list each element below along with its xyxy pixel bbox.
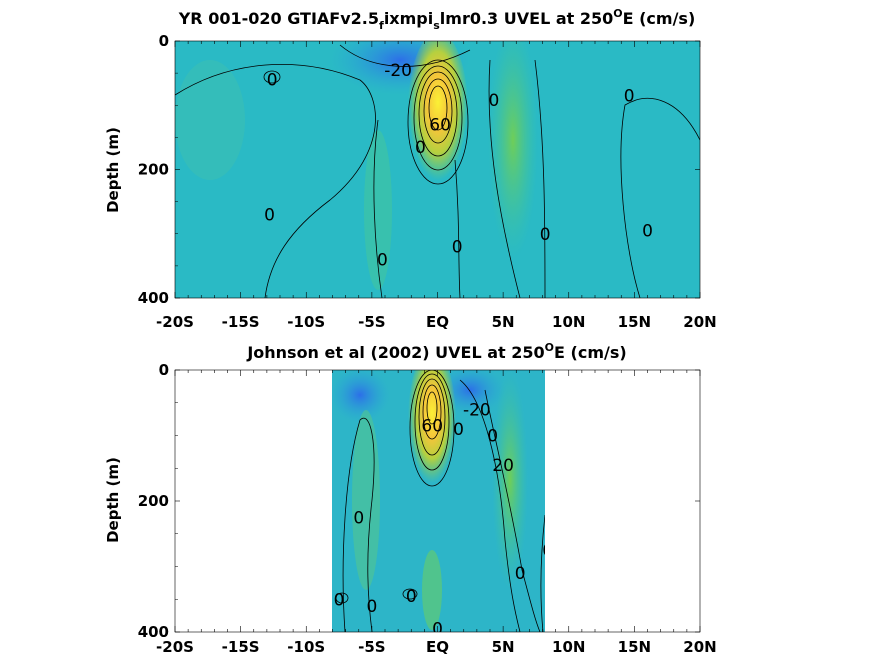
bottom-south-band [352, 410, 380, 590]
x-tick-label: 5N [492, 313, 515, 331]
contour-label: 0 [452, 238, 463, 258]
bottom-deep-band [422, 550, 442, 630]
x-tick-label: -10S [287, 638, 325, 656]
contour-label: 0 [264, 205, 275, 225]
y-tick-label: 400 [138, 289, 169, 307]
contour-label: 0 [406, 587, 417, 607]
y-tick-label: 0 [159, 32, 169, 50]
contour-label: 0 [624, 87, 635, 107]
x-tick-label: 10N [552, 638, 585, 656]
top-title: YR 001-020 GTIAFv2.5fixmpislmr0.3 UVEL a… [178, 7, 696, 32]
contour-label: -20 [463, 400, 491, 420]
bottom-contour-labels: 60-2000200000000 [334, 400, 553, 640]
contour-label: 20 [492, 456, 514, 476]
contour-label: 0 [487, 427, 498, 447]
x-tick-label: EQ [426, 638, 449, 656]
x-tick-label: -15S [222, 638, 260, 656]
contour-label: 0 [353, 508, 364, 528]
contour-label: 0 [642, 222, 653, 242]
y-tick-label: 200 [138, 492, 169, 510]
panel-top: YR 001-020 GTIAFv2.5fixmpislmr0.3 UVEL a… [104, 7, 717, 331]
x-tick-label: -20S [156, 313, 194, 331]
y-tick-label: 0 [159, 361, 169, 379]
bottom-westward-left [332, 370, 390, 423]
contour-label: 60 [421, 417, 443, 437]
x-tick-label: EQ [426, 313, 449, 331]
contour-label: 0 [542, 541, 553, 561]
contour-label: 0 [453, 420, 464, 440]
y-tick-label: 400 [138, 623, 169, 641]
panel-bottom: Johnson et al (2002) UVEL at 250OE (cm/s… [104, 341, 717, 656]
top-south-band [364, 130, 392, 290]
contour-label: 0 [366, 597, 377, 617]
contour-label: 0 [415, 138, 426, 158]
x-tick-label: -5S [358, 638, 385, 656]
top-eastward-band [488, 41, 538, 260]
contour-label: 60 [429, 116, 451, 136]
x-tick-label: 20N [683, 638, 716, 656]
top-y-axis-label: Depth (m) [104, 127, 122, 213]
top-southern-band [175, 60, 245, 180]
bottom-eastward-band [492, 370, 528, 590]
contour-label: 0 [334, 590, 345, 610]
top-ticks: -20S -15S -10S -5S EQ 5N 10N 15N 20N 0 200 400 [138, 32, 717, 331]
x-tick-label: 15N [618, 313, 651, 331]
bottom-field: 60-2000200000000 [332, 370, 553, 640]
contour-label: 0 [540, 225, 551, 245]
x-tick-label: -20S [156, 638, 194, 656]
x-tick-label: -10S [287, 313, 325, 331]
contour-label: 0 [377, 250, 388, 270]
top-contours [175, 44, 700, 298]
bottom-y-axis-label: Depth (m) [104, 457, 122, 543]
contour-label: 0 [515, 564, 526, 584]
x-tick-label: 5N [492, 638, 515, 656]
y-tick-label: 200 [138, 161, 169, 179]
x-tick-label: -5S [358, 313, 385, 331]
x-tick-label: 20N [683, 313, 716, 331]
x-tick-label: -15S [222, 313, 260, 331]
contour-label: 0 [432, 620, 443, 640]
bottom-title: Johnson et al (2002) UVEL at 250OE (cm/s… [246, 341, 626, 362]
x-tick-label: 15N [618, 638, 651, 656]
contour-label: -20 [384, 61, 412, 81]
bottom-contours [335, 370, 545, 632]
x-tick-label: 10N [552, 313, 585, 331]
contour-label: 0 [267, 71, 278, 91]
contour-label: 0 [489, 91, 500, 111]
